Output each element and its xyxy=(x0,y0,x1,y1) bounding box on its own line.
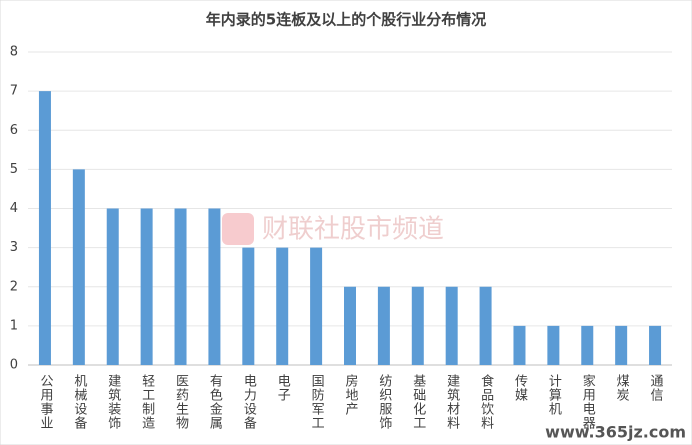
bar xyxy=(581,325,594,365)
x-tick-label: 建筑材料 xyxy=(444,374,460,430)
y-tick-label: 2 xyxy=(10,279,18,294)
watermark-group: 财联社股市频道 xyxy=(222,213,444,245)
x-tick-label: 计算机 xyxy=(546,374,562,416)
y-tick-label: 8 xyxy=(10,45,18,60)
x-tick-label: 房地产 xyxy=(343,373,359,416)
y-tick-label: 0 xyxy=(10,358,18,373)
x-tick-label: 纺织服饰 xyxy=(376,374,392,430)
x-tick-label: 家用电器 xyxy=(580,373,596,430)
x-tick-label: 医药生物 xyxy=(173,374,189,430)
bar xyxy=(38,91,51,365)
x-tick-label: 食品饮料 xyxy=(478,373,494,430)
x-tick-label: 轻工制造 xyxy=(139,374,155,430)
x-tick-label: 机械设备 xyxy=(71,374,87,430)
x-tick-label: 建筑装饰 xyxy=(105,374,121,430)
x-tick-label: 公用事业 xyxy=(37,374,53,430)
y-tick-label: 6 xyxy=(10,123,18,138)
x-tick-label: 电子 xyxy=(275,374,291,402)
y-tick-label: 1 xyxy=(10,318,18,333)
x-tick-label: 有色金属 xyxy=(207,374,223,430)
y-tick-label: 4 xyxy=(10,201,18,216)
y-tick-label: 7 xyxy=(10,84,18,99)
x-tick-label: 通信 xyxy=(648,374,664,402)
bar xyxy=(208,208,221,365)
bar xyxy=(513,325,526,365)
chart-title: 年内录的5连板及以上的个股行业分布情况 xyxy=(206,11,486,29)
watermark: 财联社股市频道 xyxy=(262,215,444,245)
y-tick-label: 3 xyxy=(10,240,18,255)
x-tick-label: 电力设备 xyxy=(241,374,257,430)
x-tick-label: 煤炭 xyxy=(614,374,630,402)
bar xyxy=(310,247,323,365)
site-watermark: www.365jz.com xyxy=(545,423,686,442)
bar xyxy=(344,286,356,365)
bar xyxy=(72,169,85,365)
bar xyxy=(174,208,187,365)
bar xyxy=(276,247,289,365)
watermark-logo xyxy=(222,213,254,245)
y-tick-label: 5 xyxy=(10,162,18,177)
bar xyxy=(140,208,153,365)
bar xyxy=(445,286,458,365)
bar xyxy=(242,247,255,365)
bar xyxy=(479,286,492,365)
bar xyxy=(411,286,424,365)
x-tick-label: 传媒 xyxy=(512,374,528,402)
x-tick-label: 基础化工 xyxy=(410,374,426,430)
bar xyxy=(615,325,628,365)
bar xyxy=(547,325,560,365)
x-tick-label: 国防军工 xyxy=(309,374,325,430)
bar xyxy=(106,208,119,365)
bar xyxy=(377,286,390,365)
bar xyxy=(649,325,662,365)
